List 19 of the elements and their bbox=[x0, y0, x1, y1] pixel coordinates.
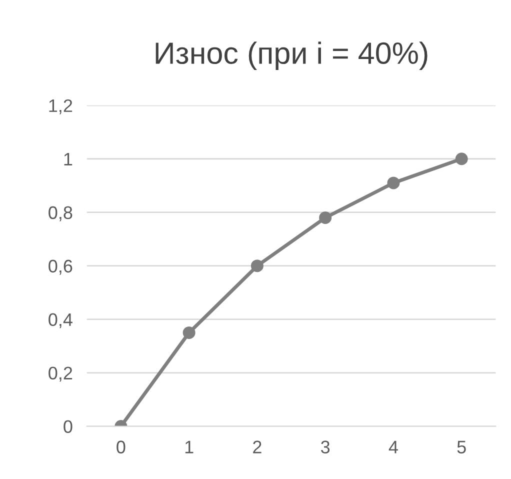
x-tick-label: 2 bbox=[253, 440, 262, 454]
x-tick-label: 0 bbox=[116, 440, 126, 454]
point bbox=[182, 326, 196, 339]
point bbox=[455, 152, 468, 166]
chart-title: Износ (при i = 40%) bbox=[156, 42, 428, 70]
y-tick-label: 0,6 bbox=[48, 260, 72, 275]
y-tick-label: 1,2 bbox=[49, 99, 72, 114]
point bbox=[319, 211, 332, 224]
y-tick-label: 0 bbox=[64, 420, 72, 434]
x-tick-label: 4 bbox=[388, 440, 398, 454]
y-tick-label: 0,8 bbox=[48, 206, 72, 222]
point bbox=[387, 176, 400, 190]
point bbox=[250, 260, 264, 272]
x-tick-label: 1 bbox=[185, 440, 194, 454]
y-tick-label: 0,2 bbox=[48, 366, 72, 382]
x-tick-label: 5 bbox=[457, 440, 466, 454]
y-tick-label: 0,4 bbox=[48, 313, 72, 328]
x-tick-label: 3 bbox=[321, 440, 330, 454]
y-tick-label: 1 bbox=[64, 152, 72, 166]
